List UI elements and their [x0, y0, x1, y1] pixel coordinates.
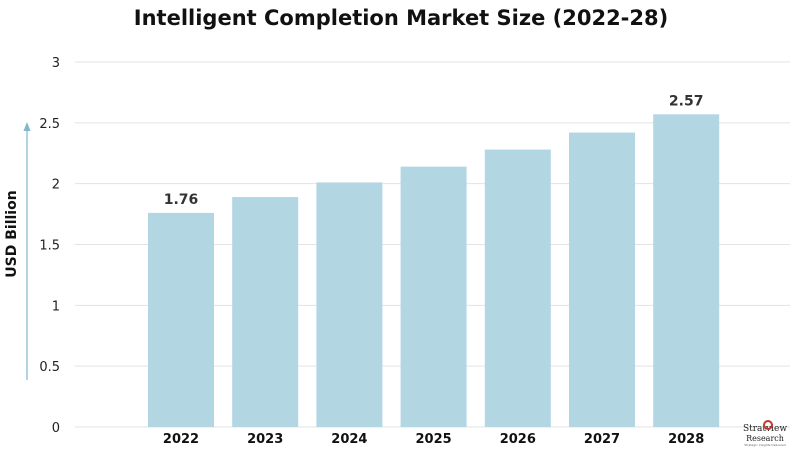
- y-tick-label: 3: [52, 56, 60, 71]
- bar: [232, 197, 299, 427]
- chart-title: Intelligent Completion Market Size (2022…: [133, 6, 669, 30]
- bar: [148, 212, 214, 427]
- bar: [653, 114, 720, 428]
- y-tick-label: 0.5: [39, 360, 60, 375]
- logo-mark-icon: [763, 420, 773, 430]
- y-tick-label: 1: [52, 299, 60, 314]
- y-tick-label: 0: [52, 421, 60, 436]
- x-tick-label: 2023: [247, 432, 283, 447]
- y-tick-label: 1.5: [39, 239, 60, 254]
- data-label: 2.57: [669, 93, 704, 109]
- data-label: 1.76: [164, 192, 199, 208]
- bar: [484, 149, 551, 427]
- x-tick-label: 2024: [331, 432, 367, 447]
- x-tick-label: 2026: [500, 432, 536, 447]
- bar: [316, 182, 383, 427]
- stratview-logo: Stratview Research Strategic Insights De…: [735, 420, 795, 447]
- y-axis-arrow: [23, 122, 31, 380]
- bar: [569, 132, 635, 428]
- logo-tagline: Strategic Insights Delivered: [744, 443, 786, 447]
- data-labels: 1.76 2.57: [164, 93, 704, 208]
- x-tick-label: 2027: [584, 432, 620, 447]
- x-tick-label: 2022: [163, 432, 199, 447]
- x-tick-label: 2028: [668, 432, 704, 447]
- x-tick-labels: 2022 2023 2024 2025 2026 2027 2028: [163, 432, 704, 447]
- y-tick-labels: 0 0.5 1 1.5 2 2.5 3: [39, 56, 60, 436]
- y-axis-arrowhead-icon: [23, 122, 31, 131]
- bar: [400, 166, 467, 427]
- y-tick-label: 2.5: [39, 117, 60, 132]
- bars: [148, 114, 720, 428]
- logo-text-line2: Research: [746, 434, 784, 443]
- y-tick-label: 2: [52, 178, 60, 193]
- x-tick-label: 2025: [416, 432, 452, 447]
